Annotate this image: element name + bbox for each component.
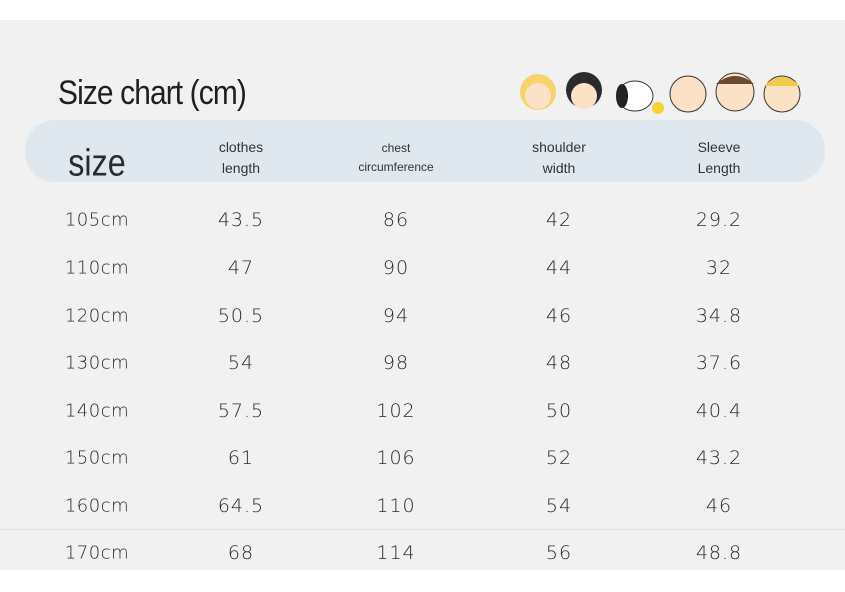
measurement: 43.5 xyxy=(217,209,265,231)
measurement: 52 xyxy=(545,447,573,469)
measurement: 68 xyxy=(227,542,255,564)
measurement: 34.8 xyxy=(695,305,743,327)
measurement: 50.5 xyxy=(217,305,265,327)
header-line: Length xyxy=(697,160,741,176)
measurement: 110 xyxy=(376,495,416,517)
measurement: 47 xyxy=(227,257,255,279)
column-header: clothes length xyxy=(219,137,263,179)
measurement: 98 xyxy=(382,352,410,374)
size-label: 120cm xyxy=(64,305,130,327)
divider xyxy=(0,529,845,530)
measurement: 61 xyxy=(227,447,255,469)
column-header: chest circumference xyxy=(358,139,433,177)
measurement: 48.8 xyxy=(695,542,743,564)
header-line: circumference xyxy=(358,160,434,174)
measurement: 54 xyxy=(545,495,573,517)
size-label: 150cm xyxy=(64,447,130,469)
measurement: 29.2 xyxy=(695,209,743,231)
column-header: Sleeve Length xyxy=(698,137,741,179)
measurement: 90 xyxy=(382,257,410,279)
measurement: 37.6 xyxy=(695,352,743,374)
measurement: 102 xyxy=(376,400,416,422)
column-header: shoulder width xyxy=(532,137,586,179)
header-line: shoulder xyxy=(532,139,586,155)
measurement: 86 xyxy=(382,209,410,231)
measurement: 32 xyxy=(705,257,733,279)
size-label: 140cm xyxy=(64,400,130,422)
measurement: 44 xyxy=(545,257,573,279)
measurement: 106 xyxy=(376,447,416,469)
cartoon-decoration xyxy=(520,72,801,114)
panel xyxy=(0,20,845,570)
header-line: length xyxy=(221,160,261,176)
measurement: 57.5 xyxy=(217,400,265,422)
measurement: 42 xyxy=(545,209,573,231)
title: Size chart (cm) xyxy=(58,74,247,112)
measurement: 56 xyxy=(545,542,573,564)
header-line: width xyxy=(542,160,576,176)
header-line: Sleeve xyxy=(697,139,741,155)
measurement: 46 xyxy=(705,495,733,517)
size-label: 170cm xyxy=(64,542,130,564)
size-label: 105cm xyxy=(64,209,130,231)
header-line: chest xyxy=(381,141,411,155)
measurement: 54 xyxy=(227,352,255,374)
header-band xyxy=(25,120,825,182)
measurement: 50 xyxy=(545,400,573,422)
measurement: 40.4 xyxy=(695,400,743,422)
measurement: 43.2 xyxy=(695,447,743,469)
size-label: 130cm xyxy=(64,352,130,374)
measurement: 48 xyxy=(545,352,573,374)
measurement: 46 xyxy=(545,305,573,327)
header-line: clothes xyxy=(218,139,264,155)
measurement: 94 xyxy=(382,305,410,327)
size-label: 110cm xyxy=(64,257,130,279)
measurement: 114 xyxy=(376,542,416,564)
size-label: 160cm xyxy=(64,495,130,517)
header-line: size xyxy=(68,142,126,185)
column-header: size xyxy=(68,142,126,185)
measurement: 64.5 xyxy=(217,495,265,517)
